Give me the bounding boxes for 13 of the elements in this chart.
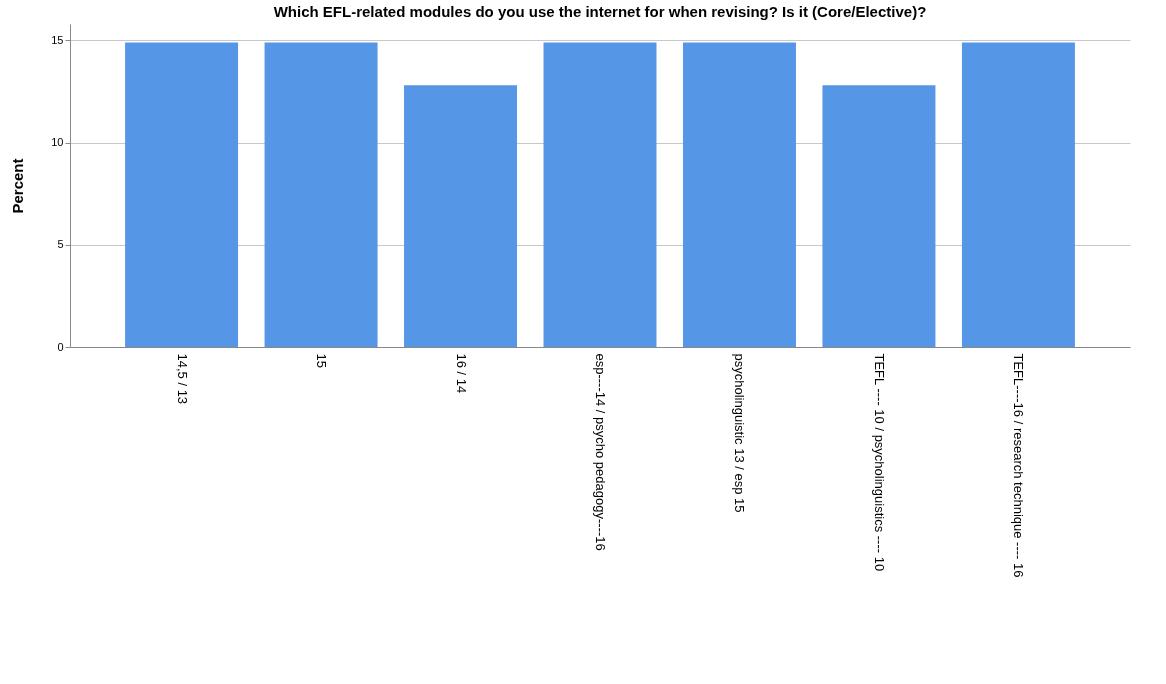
x-tick-label: psycholinguistic 13 / esp 15: [732, 353, 748, 513]
y-axis-title: Percent: [9, 158, 27, 214]
chart-title: Which EFL-related modules do you use the internet for when revising? Is it (Core/Elective)?: [273, 3, 927, 20]
x-tick-label: 14,5 / 13: [174, 353, 190, 405]
y-tick-label: 10: [51, 136, 64, 149]
x-tick-label: 16 / 14: [453, 353, 469, 394]
x-tick-label: TEFL ---- 10 / psycholinguistics ---- 10: [871, 353, 887, 572]
y-tick-label: 15: [51, 33, 64, 46]
y-tick-label: 0: [57, 340, 64, 353]
x-tick-label: TEFL----16 / research technique ---- 16: [1011, 353, 1027, 578]
y-tick-label: 5: [57, 238, 64, 251]
x-tick-label: esp----14 / psycho pedagogy----16: [593, 353, 608, 551]
x-tick-label: 15: [314, 353, 330, 368]
